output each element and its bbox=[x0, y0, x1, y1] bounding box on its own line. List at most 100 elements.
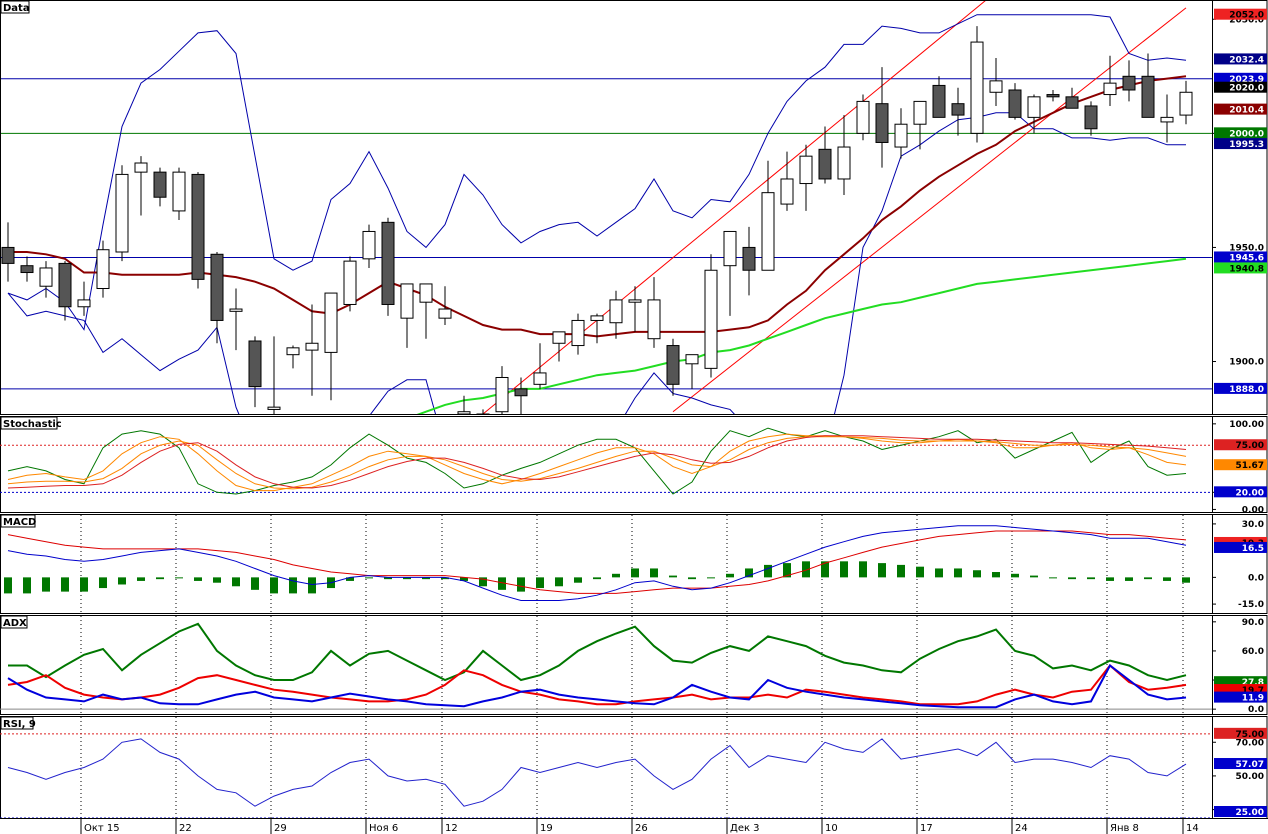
candle-body[interactable] bbox=[780, 178, 794, 205]
candle-body[interactable] bbox=[818, 148, 832, 180]
candle-body[interactable] bbox=[248, 340, 262, 388]
candle-body[interactable] bbox=[723, 230, 737, 267]
candle-body[interactable] bbox=[837, 146, 851, 180]
candle-body[interactable] bbox=[1103, 82, 1117, 96]
candle-body[interactable] bbox=[533, 372, 547, 385]
macd-histogram-bar bbox=[555, 577, 563, 587]
value-tag-label: 1995.3 bbox=[1229, 140, 1264, 150]
candle-body[interactable] bbox=[1179, 91, 1193, 116]
macd-histogram-bar bbox=[403, 577, 411, 580]
candle-body[interactable] bbox=[191, 173, 205, 280]
value-tag bbox=[1214, 81, 1267, 93]
candle-body[interactable] bbox=[58, 262, 72, 308]
candle-body[interactable] bbox=[438, 308, 452, 319]
candle-body[interactable] bbox=[647, 299, 661, 340]
candle-body[interactable] bbox=[989, 80, 1003, 93]
stoch-panel-title: Stochastic bbox=[3, 419, 62, 430]
macd-histogram-bar bbox=[422, 577, 430, 580]
candle-body[interactable] bbox=[932, 84, 946, 118]
candle-body[interactable] bbox=[1084, 105, 1098, 130]
candle-body[interactable] bbox=[1046, 94, 1060, 98]
candle-body[interactable] bbox=[134, 162, 148, 173]
candle-body[interactable] bbox=[381, 221, 395, 305]
candle-body[interactable] bbox=[20, 265, 34, 274]
macd-histogram-bar bbox=[1106, 577, 1114, 581]
value-tag bbox=[1214, 806, 1267, 817]
candle-body[interactable] bbox=[1, 246, 15, 264]
rsi-title-box bbox=[0, 716, 34, 730]
candle-body[interactable] bbox=[419, 283, 433, 303]
macd-histogram-bar bbox=[498, 577, 506, 590]
candle-body[interactable] bbox=[685, 354, 699, 365]
candle-body[interactable] bbox=[609, 299, 623, 324]
macd-histogram-bar bbox=[840, 561, 848, 578]
candle-body[interactable] bbox=[761, 192, 775, 271]
macd-line bbox=[7, 525, 1187, 601]
candle-body[interactable] bbox=[153, 171, 167, 198]
candle-body[interactable] bbox=[628, 299, 642, 303]
candle-body[interactable] bbox=[1065, 96, 1079, 109]
macd-histogram-bar bbox=[270, 577, 278, 594]
macd-histogram-bar bbox=[479, 577, 487, 587]
candle-body[interactable] bbox=[970, 41, 984, 134]
candle-body[interactable] bbox=[894, 123, 908, 148]
candle-body[interactable] bbox=[400, 283, 414, 319]
value-tag bbox=[1214, 459, 1267, 471]
candle-body[interactable] bbox=[951, 103, 965, 116]
candle-body[interactable] bbox=[267, 406, 281, 410]
candle-body[interactable] bbox=[229, 308, 243, 312]
candle-body[interactable] bbox=[704, 269, 718, 369]
macd-histogram-bar bbox=[61, 577, 69, 592]
candle-body[interactable] bbox=[210, 253, 224, 321]
candle-body[interactable] bbox=[875, 103, 889, 143]
candle-body[interactable] bbox=[457, 411, 471, 414]
value-tag-label: 2010.4 bbox=[1229, 106, 1264, 116]
candle-body[interactable] bbox=[96, 249, 110, 290]
candle-body[interactable] bbox=[1160, 116, 1174, 123]
x-tick-label: 26 bbox=[635, 823, 648, 834]
macd-histogram-bar bbox=[1125, 577, 1133, 581]
candle-body[interactable] bbox=[590, 315, 604, 321]
y-tick-label: 50.00 bbox=[1236, 772, 1264, 782]
candle-body[interactable] bbox=[856, 100, 870, 134]
macd-histogram-bar bbox=[973, 570, 981, 578]
candle-body[interactable] bbox=[1141, 75, 1155, 118]
macd-histogram-bar bbox=[726, 573, 734, 578]
candle-body[interactable] bbox=[495, 376, 509, 413]
stoch-series-line bbox=[7, 433, 1187, 492]
y-tick-label: 30.0 bbox=[1242, 520, 1264, 530]
value-tag-label: 20.00 bbox=[1236, 488, 1264, 498]
candle-body[interactable] bbox=[286, 347, 300, 356]
value-tag bbox=[1214, 439, 1267, 451]
candle-body[interactable] bbox=[343, 260, 357, 305]
candle-body[interactable] bbox=[362, 230, 376, 260]
candle-body[interactable] bbox=[172, 171, 186, 212]
panel-frame-4 bbox=[0, 716, 1213, 819]
macd-histogram-bar bbox=[954, 568, 962, 578]
macd-histogram-bar bbox=[251, 577, 259, 590]
adx-series-line bbox=[7, 664, 1187, 706]
value-tag-label: 19.7 bbox=[1242, 686, 1264, 696]
y-tick-label: 60.0 bbox=[1242, 647, 1264, 657]
candle-body[interactable] bbox=[514, 388, 528, 397]
candle-body[interactable] bbox=[1027, 96, 1041, 118]
candle-body[interactable] bbox=[305, 342, 319, 351]
candle-body[interactable] bbox=[552, 331, 566, 344]
candle-body[interactable] bbox=[1008, 89, 1022, 118]
value-tag-label: 51.67 bbox=[1236, 461, 1264, 471]
value-tag-label: 1945.6 bbox=[1229, 253, 1264, 263]
candle-body[interactable] bbox=[799, 155, 813, 185]
candle-body[interactable] bbox=[77, 299, 91, 308]
candle-body[interactable] bbox=[1122, 75, 1136, 91]
candle-body[interactable] bbox=[39, 267, 53, 287]
candle-body[interactable] bbox=[913, 100, 927, 125]
candle-body[interactable] bbox=[324, 292, 338, 353]
macd-histogram-bar bbox=[308, 577, 316, 594]
candle-body[interactable] bbox=[666, 345, 680, 385]
x-tick-label: 12 bbox=[445, 823, 458, 834]
macd-histogram-bar bbox=[859, 561, 867, 578]
candle-body[interactable] bbox=[742, 246, 756, 271]
candle-body[interactable] bbox=[115, 173, 129, 253]
candle-body[interactable] bbox=[571, 319, 585, 347]
